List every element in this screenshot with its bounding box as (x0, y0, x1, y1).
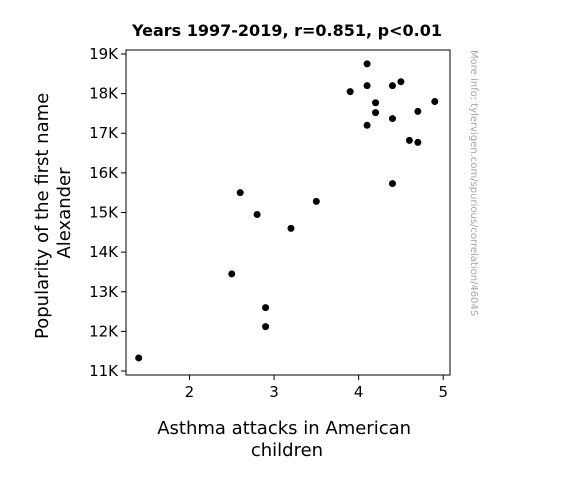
scatter-point (253, 210, 261, 218)
scatter-point (236, 189, 244, 197)
chart-title: Years 1997-2019, r=0.851, p<0.01 (131, 21, 442, 40)
x-axis-label-line: Asthma attacks in American (157, 418, 411, 439)
scatter-point (262, 323, 270, 331)
y-axis-label-line: Alexander (54, 167, 75, 259)
y-axis: 11K 12K 13K 14K 15K 16K 17K 18K 19K (89, 45, 126, 380)
y-tick-label: 11K (89, 362, 119, 380)
scatter-point (363, 60, 371, 68)
scatter-point (346, 88, 354, 96)
x-axis-label: Asthma attacks in American children (157, 418, 417, 461)
scatter-point (431, 98, 439, 106)
scatter-point (363, 121, 371, 129)
x-axis-label-line: children (251, 440, 323, 461)
scatter-point (228, 270, 236, 278)
scatter-point (135, 354, 143, 362)
x-axis: 2 3 4 5 (185, 375, 448, 401)
x-tick-label: 3 (269, 383, 279, 401)
plot-area (125, 49, 451, 376)
scatter-point (312, 197, 320, 205)
scatter-point (414, 138, 422, 146)
y-tick-label: 16K (89, 164, 119, 182)
y-tick-label: 14K (89, 243, 119, 261)
y-tick-label: 17K (89, 124, 119, 142)
y-tick-label: 19K (89, 45, 119, 63)
y-axis-label: Popularity of the first name Alexander (32, 87, 75, 339)
scatter-point (388, 180, 396, 188)
scatter-point (372, 99, 380, 107)
scatter-point (363, 82, 371, 90)
y-tick-label: 18K (89, 85, 119, 103)
scatter-point (388, 82, 396, 90)
scatter-point (414, 107, 422, 115)
scatter-point (405, 136, 413, 144)
scatter-point (262, 304, 270, 312)
x-tick-label: 2 (185, 383, 195, 401)
y-tick-label: 12K (89, 322, 119, 340)
scatter-point (287, 224, 295, 232)
plot-frame (125, 49, 451, 376)
y-tick-label: 13K (89, 283, 119, 301)
data-points (135, 60, 439, 362)
scatter-point (397, 78, 405, 86)
watermark-source: More info: tylervigen.com/spurious/corre… (468, 50, 479, 316)
x-tick-label: 5 (438, 383, 448, 401)
y-tick-label: 15K (89, 204, 119, 222)
y-axis-label-line: Popularity of the first name (32, 93, 53, 339)
scatter-point (372, 109, 380, 117)
x-tick-label: 4 (354, 383, 364, 401)
scatter-point (388, 115, 396, 123)
